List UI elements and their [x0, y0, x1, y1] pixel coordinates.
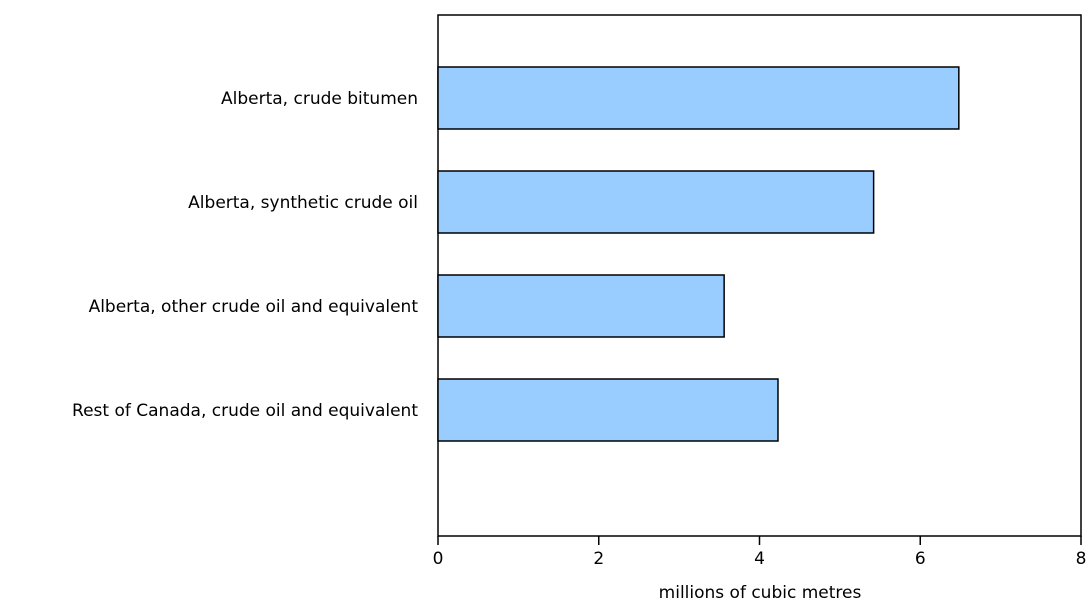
bar-4	[437, 378, 779, 442]
x-tick-label-6: 6	[915, 549, 926, 569]
category-label-4: Rest of Canada, crude oil and equivalent	[72, 401, 418, 421]
x-tick-label-4: 4	[754, 549, 765, 569]
x-axis-ticks	[437, 536, 1082, 545]
category-label-1: Alberta, crude bitumen	[221, 89, 418, 109]
bar-1	[437, 66, 960, 130]
category-label-3: Alberta, other crude oil and equivalent	[89, 297, 419, 317]
x-axis-title: millions of cubic metres	[659, 583, 862, 603]
x-tick-label-2: 2	[593, 549, 604, 569]
x-tick-label-0: 0	[433, 549, 444, 569]
x-axis-tick-labels: 0 2 4 6 8	[433, 549, 1087, 569]
bars-group	[437, 66, 960, 442]
bar-3	[437, 274, 725, 338]
bar-2	[437, 170, 875, 234]
x-tick-label-8: 8	[1076, 549, 1087, 569]
category-label-2: Alberta, synthetic crude oil	[188, 193, 418, 213]
category-labels: Alberta, crude bitumen Alberta, synthetic…	[72, 89, 418, 421]
